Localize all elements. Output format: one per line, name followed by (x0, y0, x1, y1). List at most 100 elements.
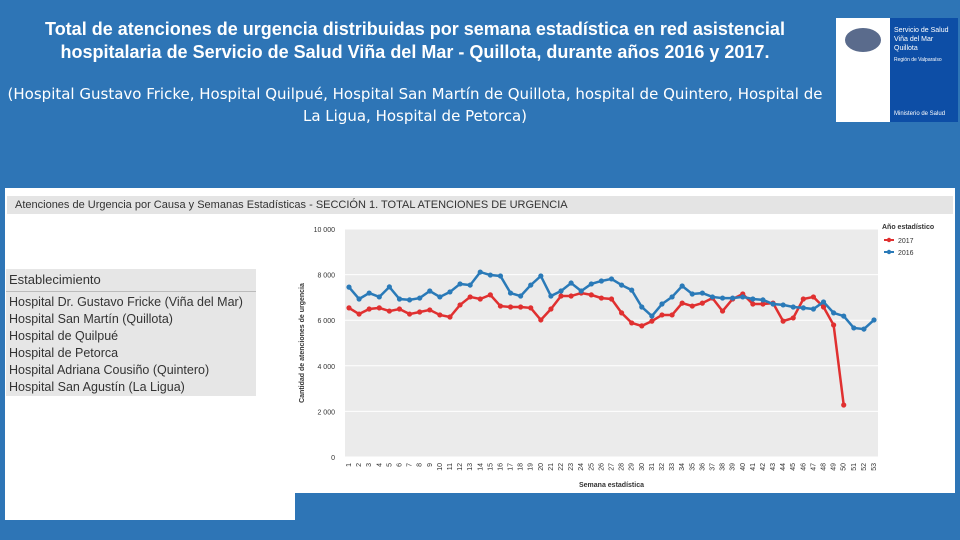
legend-marker (886, 237, 892, 243)
x-tick-label: 30 (639, 463, 646, 471)
data-point (730, 295, 736, 301)
x-tick-label: 25 (588, 463, 595, 471)
data-point (366, 306, 372, 312)
legend-label: 2016 (898, 250, 914, 257)
data-point (750, 296, 756, 302)
filter-item[interactable]: Hospital de Quilpué (9, 329, 119, 343)
data-point (588, 281, 594, 287)
data-point (740, 294, 746, 300)
y-tick-label: 10 000 (314, 227, 336, 234)
data-point (437, 312, 443, 318)
data-point (841, 402, 847, 408)
data-point (386, 284, 392, 290)
report-header: Atenciones de Urgencia por Causa y Seman… (7, 196, 953, 214)
x-tick-label: 4 (376, 463, 383, 467)
data-point (346, 305, 352, 311)
data-point (406, 297, 413, 303)
data-point (831, 310, 837, 316)
x-tick-label: 10 (437, 463, 444, 471)
data-point (417, 295, 423, 301)
data-point (477, 269, 483, 275)
data-point (447, 314, 453, 320)
data-point (820, 304, 827, 310)
data-point (518, 293, 524, 299)
data-point (649, 318, 655, 324)
data-point (608, 276, 615, 282)
data-point (679, 283, 685, 289)
filter-item[interactable]: Hospital Adriana Cousiño (Quintero) (9, 363, 210, 377)
data-point (618, 310, 625, 316)
x-tick-label: 20 (538, 463, 545, 471)
data-point (719, 295, 726, 301)
data-point (437, 294, 443, 300)
data-point (568, 293, 574, 299)
x-tick-label: 16 (497, 463, 504, 471)
data-point (689, 291, 695, 297)
x-tick-label: 41 (750, 463, 757, 471)
x-tick-label: 35 (689, 463, 696, 471)
filter-list: Establecimiento Hospital Dr. Gustavo Fri… (6, 269, 256, 396)
data-point (639, 304, 645, 310)
x-tick-label: 52 (861, 463, 868, 471)
data-point (457, 281, 463, 287)
data-point (629, 287, 635, 293)
data-point (598, 295, 605, 301)
plot-area (345, 229, 878, 457)
data-point (376, 294, 382, 300)
data-point (659, 301, 665, 307)
data-point (639, 323, 645, 329)
data-point (629, 320, 635, 326)
logo-region: Región de Valparaíso (894, 57, 942, 63)
x-tick-label: 37 (709, 463, 716, 471)
data-point (618, 282, 625, 288)
data-point (608, 296, 615, 302)
y-tick-label: 6 000 (317, 318, 335, 325)
filter-item[interactable]: Hospital San Martín (Quillota) (9, 312, 173, 326)
data-point (467, 294, 473, 300)
data-point (861, 326, 867, 332)
data-point (507, 304, 514, 310)
data-point (649, 313, 655, 319)
filter-item[interactable]: Hospital Dr. Gustavo Fricke (Viña del Ma… (9, 295, 243, 309)
data-point (507, 290, 514, 296)
data-point (406, 311, 413, 317)
data-point (760, 301, 766, 307)
x-tick-label: 6 (396, 463, 403, 467)
data-point (588, 292, 594, 298)
y-axis-label: Cantidad de atenciones de urgencia (299, 283, 306, 403)
data-point (548, 293, 554, 299)
data-point (427, 307, 433, 313)
x-tick-label: 23 (568, 463, 575, 471)
data-point (810, 306, 817, 312)
logo-band: Servicio de Salud Viña del Mar Quillota … (890, 18, 958, 122)
data-point (598, 278, 605, 284)
data-point (427, 288, 433, 294)
data-point (548, 306, 554, 312)
data-point (841, 313, 847, 319)
filter-item[interactable]: Hospital de Petorca (9, 346, 119, 360)
logo: Servicio de Salud Viña del Mar Quillota … (836, 18, 958, 122)
x-tick-label: 31 (649, 463, 656, 471)
x-tick-label: 11 (447, 463, 454, 470)
x-tick-label: 15 (487, 463, 494, 471)
data-point (528, 305, 534, 311)
data-point (689, 303, 695, 309)
data-point (851, 325, 857, 331)
data-point (467, 282, 473, 288)
legend-title: Año estadístico (882, 224, 934, 231)
x-tick-label: 45 (790, 463, 797, 471)
filter-header: Establecimiento (6, 269, 256, 292)
x-tick-label: 26 (598, 463, 605, 471)
x-tick-label: 1 (346, 463, 353, 467)
x-tick-label: 12 (457, 463, 464, 471)
x-tick-label: 53 (871, 463, 878, 471)
x-tick-label: 9 (427, 463, 434, 467)
data-point (790, 304, 796, 310)
filter-item[interactable]: Hospital San Agustín (La Ligua) (9, 380, 185, 394)
x-tick-label: 27 (609, 463, 616, 471)
data-point (376, 305, 382, 311)
x-tick-label: 40 (740, 463, 747, 471)
legend-label: 2017 (898, 238, 914, 245)
